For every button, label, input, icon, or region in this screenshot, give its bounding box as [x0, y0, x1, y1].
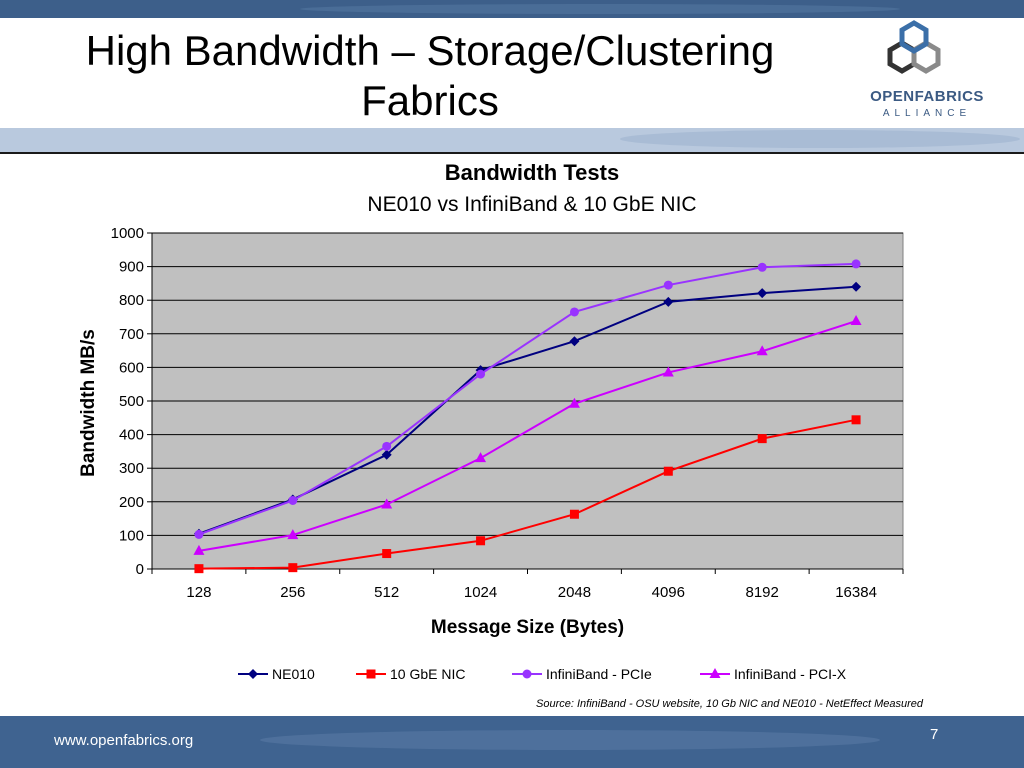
data-point: [569, 307, 579, 317]
legend-label: InfiniBand - PCIe: [546, 666, 652, 682]
data-point: [382, 549, 392, 559]
data-point: [851, 415, 861, 425]
data-point: [382, 441, 392, 451]
legend-swatch-icon: [238, 669, 268, 679]
data-point: [194, 529, 204, 539]
legend-item: InfiniBand - PCIe: [512, 666, 652, 682]
data-point: [663, 466, 673, 476]
y-tick-label: 1000: [111, 225, 144, 242]
legend-label: InfiniBand - PCI-X: [734, 666, 847, 682]
chart-title: Bandwidth Tests: [444, 160, 620, 185]
data-point: [663, 280, 673, 290]
data-point: [193, 544, 205, 555]
y-tick-label: 900: [119, 259, 144, 276]
y-tick-label: 500: [119, 393, 144, 410]
series-line-1: [198, 418, 857, 570]
slide-title-line2: Fabrics: [361, 77, 499, 124]
data-point: [850, 315, 862, 326]
legend-swatch-icon: [700, 668, 730, 678]
slide-title-line1: High Bandwidth – Storage/Clustering: [85, 27, 775, 74]
bandwidth-chart: 0 100 200 300 400 500 600 700 800 900 1000 128 256 51…: [78, 225, 904, 638]
data-point: [569, 509, 579, 519]
data-point: [288, 495, 298, 505]
legend-swatch-icon: [512, 669, 542, 679]
header-divider: [0, 128, 1024, 154]
page-number: 7: [930, 726, 939, 743]
data-point: [569, 336, 580, 347]
data-point: [475, 452, 487, 463]
data-point: [662, 366, 674, 377]
slide-title: High Bandwidth – Storage/Clustering Fabr…: [60, 26, 800, 126]
legend-label: 10 GbE NIC: [390, 666, 466, 682]
x-tick-label: 1024: [464, 584, 497, 601]
footer-band: [0, 716, 1024, 768]
data-point: [381, 498, 393, 509]
y-tick-label: 0: [136, 561, 144, 578]
legend-item: 10 GbE NIC: [356, 666, 465, 682]
y-tick-label: 700: [119, 326, 144, 343]
x-tick-label: 16384: [835, 584, 877, 601]
data-point: [663, 296, 674, 307]
data-point: [851, 259, 861, 269]
y-tick-label: 400: [119, 427, 144, 444]
logo-subtitle: ALLIANCE: [882, 108, 972, 119]
y-tick-label: 600: [119, 359, 144, 376]
y-tick-label: 800: [119, 292, 144, 309]
top-banner: [0, 0, 1024, 18]
data-point: [756, 345, 768, 356]
chart-subtitle: NE010 vs InfiniBand & 10 GbE NIC: [367, 193, 697, 216]
data-point: [287, 529, 299, 540]
data-point: [757, 262, 767, 272]
legend-item: InfiniBand - PCI-X: [700, 666, 846, 682]
x-axis-label: Message Size (Bytes): [431, 617, 624, 638]
x-tick-label: 8192: [746, 584, 779, 601]
hexagon-logo-icon: [887, 20, 941, 74]
data-point: [476, 369, 486, 379]
y-tick-label: 100: [119, 527, 144, 544]
x-tick-label: 4096: [652, 584, 685, 601]
data-point: [288, 563, 298, 573]
legend-label: NE010: [272, 666, 315, 682]
footer-url: www.openfabrics.org: [54, 732, 194, 749]
data-point: [194, 564, 204, 574]
y-tick-label: 200: [119, 494, 144, 511]
x-tick-label: 256: [280, 584, 305, 601]
openfabrics-logo: OPENFABRICS ALLIANCE: [862, 20, 992, 125]
series-line-3: [198, 320, 857, 552]
source-note: Source: InfiniBand - OSU website, 10 Gb …: [536, 698, 924, 710]
logo-name: OPENFABRICS: [870, 88, 984, 105]
data-point: [851, 281, 862, 292]
data-point: [757, 288, 768, 299]
x-tick-label: 2048: [558, 584, 591, 601]
legend-item: NE010: [238, 666, 315, 682]
y-tick-label: 300: [119, 460, 144, 477]
data-point: [381, 449, 392, 460]
legend-swatch-icon: [356, 669, 386, 679]
x-tick-label: 128: [186, 584, 211, 601]
y-axis-label: Bandwidth MB/s: [78, 329, 99, 477]
data-point: [568, 397, 580, 408]
series-line-2: [198, 262, 857, 536]
data-point: [476, 536, 486, 546]
data-point: [757, 434, 767, 444]
x-tick-label: 512: [374, 584, 399, 601]
